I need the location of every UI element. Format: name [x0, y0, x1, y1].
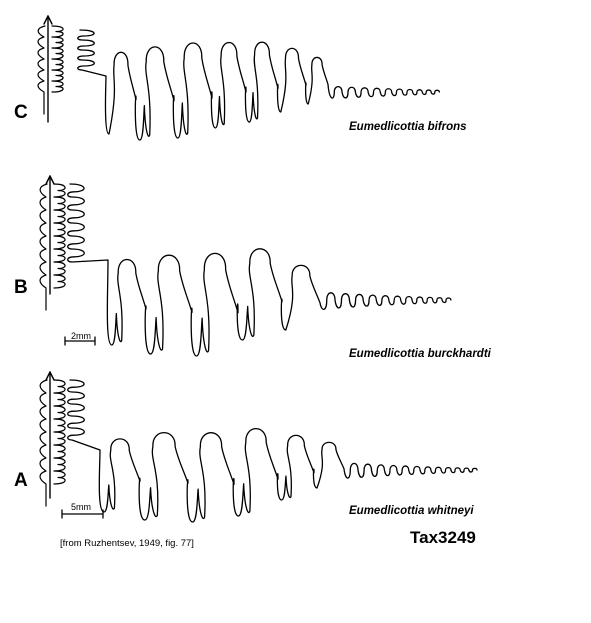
species-name-b: Eumedlicottia burckhardti: [349, 348, 491, 360]
taxon-id: Tax3249: [410, 528, 476, 547]
axis-arrowhead: [45, 175, 55, 185]
species-name-a: Eumedlicottia whitneyi: [349, 505, 474, 517]
suture-line: [67, 379, 478, 523]
source-citation: [from Ruzhentsev, 1949, fig. 77]: [60, 538, 194, 549]
panel-label-a: A: [14, 470, 28, 491]
scale-bars: [61, 336, 104, 519]
ventral-lobe: [53, 379, 66, 485]
scale-label-b: 2mm: [71, 331, 91, 341]
suture-line-c: [37, 25, 441, 141]
ventral-lobe: [51, 25, 64, 93]
suture-line-b: [39, 183, 452, 357]
external-lobe: [37, 25, 46, 115]
suture-line-a: [39, 379, 478, 523]
siphuncle-axes: [43, 15, 55, 499]
external-lobe: [39, 183, 48, 311]
scale-bar-2mm: [64, 336, 96, 346]
axis-arrowhead: [45, 371, 55, 381]
external-lobe: [39, 379, 48, 507]
panel-label-b: B: [14, 277, 28, 298]
axis-arrowhead: [43, 15, 53, 25]
scale-bar-5mm: [61, 509, 104, 519]
suture-line: [67, 183, 452, 357]
panel-label-c: C: [14, 102, 28, 123]
ventral-lobe: [53, 183, 66, 289]
suture-line: [77, 29, 441, 141]
species-name-c: Eumedlicottia bifrons: [349, 121, 467, 133]
scale-label-a: 5mm: [71, 502, 91, 512]
